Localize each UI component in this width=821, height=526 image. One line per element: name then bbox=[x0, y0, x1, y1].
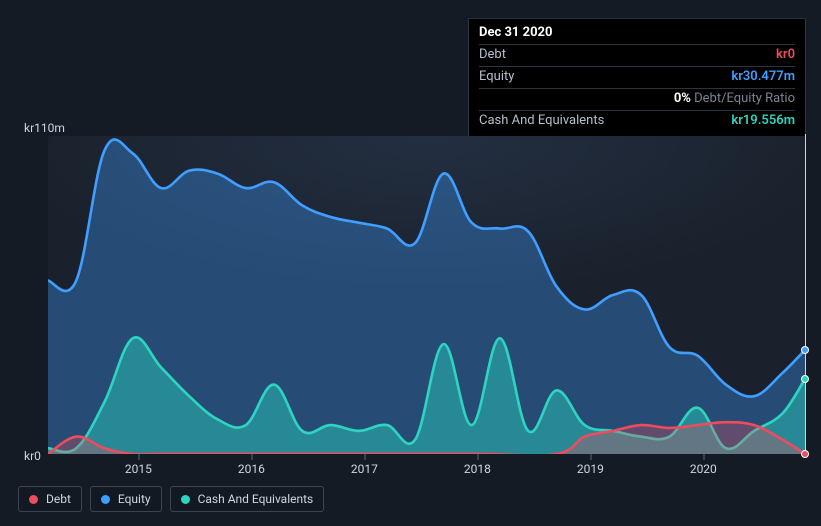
tooltip-debt-label: Debt bbox=[479, 47, 506, 64]
legend-label-equity: Equity bbox=[118, 492, 151, 506]
tooltip-ratio: 0% Debt/Equity Ratio bbox=[674, 91, 795, 108]
x-axis-tick: 2015 bbox=[125, 462, 152, 476]
tooltip-ratio-label: Debt/Equity Ratio bbox=[694, 91, 795, 106]
legend-label-debt: Debt bbox=[46, 492, 71, 506]
x-axis-tick: 2019 bbox=[577, 462, 604, 476]
tooltip-date: Dec 31 2020 bbox=[479, 25, 795, 42]
legend-dot-cash bbox=[181, 495, 190, 504]
x-axis-tick: 2018 bbox=[464, 462, 491, 476]
x-axis-tick: 2016 bbox=[238, 462, 265, 476]
y-axis-label-min: kr0 bbox=[24, 449, 41, 463]
legend-dot-debt bbox=[29, 495, 38, 504]
tooltip-equity-label: Equity bbox=[479, 69, 514, 86]
tooltip-debt-value: kr0 bbox=[776, 47, 795, 64]
chart-svg bbox=[48, 136, 805, 454]
legend-item-debt[interactable]: Debt bbox=[18, 486, 82, 512]
chart-cursor-line bbox=[805, 134, 806, 456]
cursor-dot-debt bbox=[801, 450, 809, 458]
tooltip-row-debt: Debt kr0 bbox=[479, 44, 795, 66]
tooltip-ratio-value: 0% bbox=[674, 91, 691, 106]
y-axis-label-max: kr110m bbox=[24, 121, 65, 135]
chart-legend: Debt Equity Cash And Equivalents bbox=[18, 486, 324, 512]
legend-item-equity[interactable]: Equity bbox=[90, 486, 162, 512]
tooltip-equity-value: kr30.477m bbox=[731, 69, 795, 86]
legend-dot-equity bbox=[101, 495, 110, 504]
tooltip-row-equity: Equity kr30.477m bbox=[479, 66, 795, 88]
cursor-dot-equity bbox=[801, 346, 809, 354]
x-axis-tick: 2017 bbox=[351, 462, 378, 476]
chart-area[interactable]: kr110m kr0 201520162017201820192020 bbox=[18, 118, 805, 472]
cursor-dot-cash bbox=[801, 375, 809, 383]
tooltip-row-ratio: 0% Debt/Equity Ratio bbox=[479, 88, 795, 110]
legend-item-cash[interactable]: Cash And Equivalents bbox=[170, 486, 325, 512]
x-axis-tick: 2020 bbox=[690, 462, 717, 476]
chart-plot[interactable]: 201520162017201820192020 bbox=[48, 136, 805, 454]
legend-label-cash: Cash And Equivalents bbox=[198, 492, 314, 506]
